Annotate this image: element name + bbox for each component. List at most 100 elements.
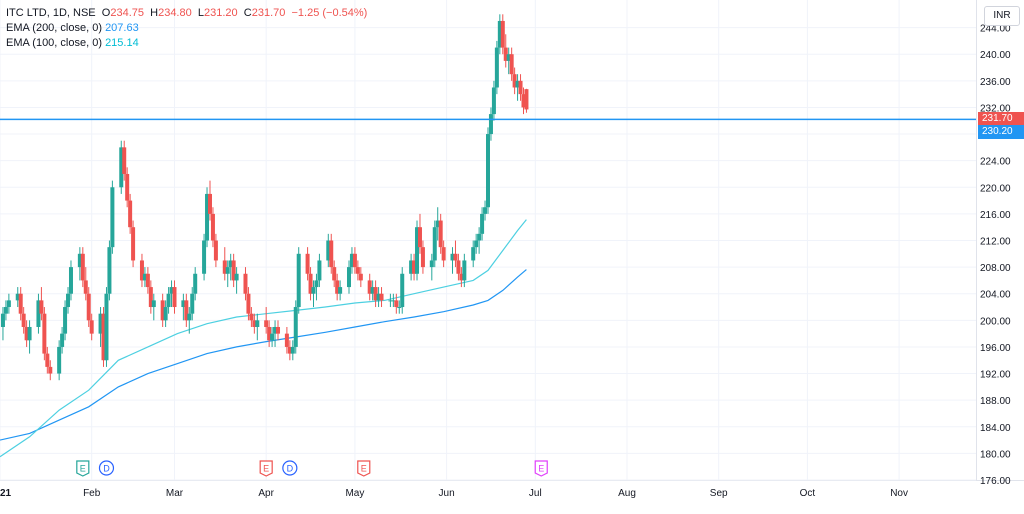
candle-down[interactable] [284,333,289,347]
candle-down[interactable] [39,300,44,314]
candle-down[interactable] [456,260,461,274]
candle-up[interactable] [3,307,8,314]
candle-down[interactable] [503,47,508,61]
candle-up[interactable] [471,247,476,261]
candle-up[interactable] [290,346,295,354]
candle-up[interactable] [190,293,195,314]
candle-down[interactable] [358,273,363,281]
currency-badge[interactable]: INR [984,6,1020,26]
candle-up[interactable] [376,293,381,301]
candle-up[interactable] [429,260,434,268]
candle-down[interactable] [42,313,47,354]
candle-up[interactable] [104,293,109,361]
legend-ema200-row[interactable]: EMA (200, close, 0) 207.63 [6,21,367,36]
candle-up[interactable] [63,307,68,334]
candle-up[interactable] [119,147,124,188]
candle-up[interactable] [163,307,168,321]
candle-down[interactable] [122,147,127,174]
candle-up[interactable] [193,273,198,294]
candle-up[interactable] [57,346,62,374]
candle-up[interactable] [314,280,319,288]
candle-up[interactable] [234,273,239,281]
candle-up[interactable] [6,300,11,308]
candle-down[interactable] [145,273,150,288]
dividend-marker[interactable] [282,460,298,476]
candle-down[interactable] [125,173,130,201]
candle-up[interactable] [432,227,437,261]
candle-down[interactable] [287,346,292,354]
earnings-future-marker[interactable] [534,460,548,477]
candle-up[interactable] [187,313,192,321]
candle-up[interactable] [151,300,156,308]
candle-down[interactable] [252,320,257,327]
candle-up[interactable] [293,307,298,347]
candle-down[interactable] [83,280,88,294]
candle-up[interactable] [488,114,493,135]
candle-up[interactable] [486,134,490,208]
candle-down[interactable] [509,54,514,75]
earnings-marker[interactable] [76,460,90,477]
candle-down[interactable] [172,287,177,308]
candle-down[interactable] [441,247,446,261]
candle-up[interactable] [166,293,171,308]
candle-down[interactable] [246,293,251,314]
candle-down[interactable] [332,267,337,281]
candle-down[interactable] [249,313,254,321]
candle-down[interactable] [521,94,526,108]
candle-up[interactable] [388,300,393,302]
candle-down[interactable] [86,293,91,321]
candle-down[interactable] [308,273,313,294]
candle-down[interactable] [101,313,106,361]
candle-up[interactable] [409,260,414,274]
candle-down[interactable] [379,293,384,301]
candle-up[interactable] [228,260,233,268]
candle-up[interactable] [474,240,479,248]
candle-up[interactable] [77,253,82,268]
candle-up[interactable] [270,333,275,341]
candle-down[interactable] [412,260,417,274]
candle-up[interactable] [450,253,455,261]
candle-up[interactable] [415,227,420,274]
candle-up[interactable] [397,307,402,309]
candle-down[interactable] [210,213,215,241]
candle-up[interactable] [107,247,112,294]
candle-down[interactable] [352,253,357,268]
candle-down[interactable] [453,253,458,261]
candle-up[interactable] [391,300,396,302]
candle-down[interactable] [355,267,360,274]
candle-down[interactable] [231,260,236,281]
symbol-label[interactable]: ITC LTD, 1D, NSE [6,7,96,19]
candle-down[interactable] [160,300,165,321]
earnings-marker[interactable] [357,460,371,477]
candle-down[interactable] [89,320,94,334]
candle-down[interactable] [80,253,85,281]
legend-ema100-row[interactable]: EMA (100, close, 0) 215.14 [6,36,367,51]
candle-down[interactable] [148,287,153,308]
candle-up[interactable] [491,87,496,115]
candle-up[interactable] [225,267,230,274]
candle-down[interactable] [335,280,340,294]
candle-up[interactable] [506,54,511,61]
candle-up[interactable] [68,267,73,294]
candle-up[interactable] [400,273,405,308]
candle-down[interactable] [394,300,399,308]
candle-down[interactable] [438,220,443,248]
candle-down[interactable] [367,280,372,294]
candle-down[interactable] [264,320,269,327]
candle-up[interactable] [462,260,467,281]
candle-down[interactable] [459,273,464,281]
candle-up[interactable] [515,80,520,88]
candle-down[interactable] [417,227,422,248]
candle-up[interactable] [338,287,343,294]
candle-down[interactable] [420,247,425,268]
candle-down[interactable] [276,326,281,334]
candle-up[interactable] [66,293,71,308]
candle-down[interactable] [24,326,29,341]
candle-down[interactable] [512,74,517,88]
candle-down[interactable] [213,240,218,261]
candle-up[interactable] [273,326,278,334]
candle-up[interactable] [370,287,375,294]
candle-up[interactable] [36,300,41,327]
